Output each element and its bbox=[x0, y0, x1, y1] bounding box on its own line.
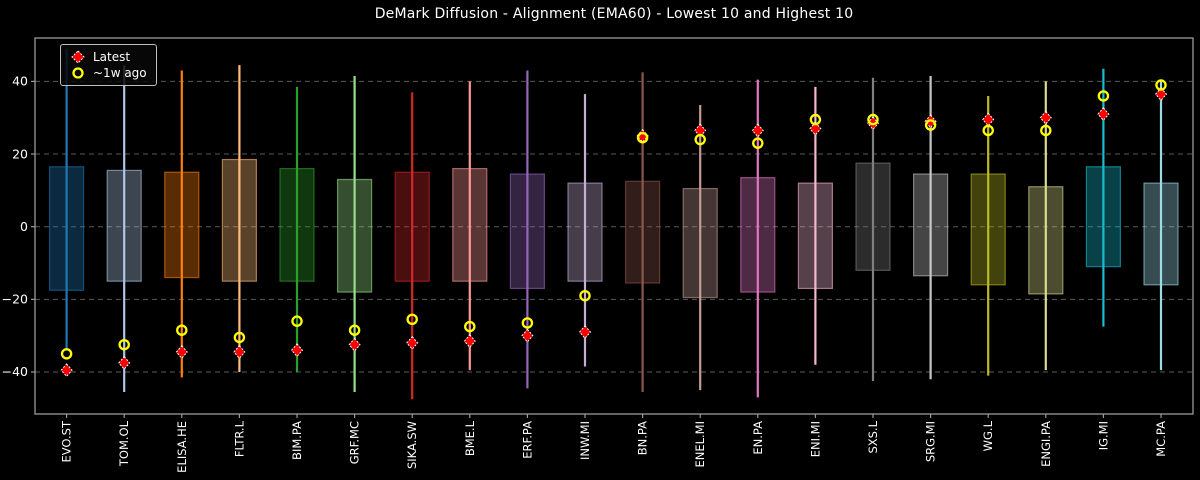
x-tick-label-BME.L: BME.L bbox=[463, 420, 477, 456]
y-tick-label--20: −20 bbox=[2, 292, 28, 307]
week-ago-marker-IG.MI bbox=[1097, 90, 1110, 102]
x-tick-label-BN.PA: BN.PA bbox=[636, 421, 650, 455]
week-ago-circle-icon bbox=[72, 67, 84, 79]
latest-marker-BIM.PA bbox=[290, 343, 304, 358]
axes-frame bbox=[34, 37, 1194, 415]
x-tick-label-INW.MI: INW.MI bbox=[578, 421, 592, 460]
latest-marker-EVO.ST bbox=[60, 363, 73, 378]
week-ago-marker-FLTR.L bbox=[233, 331, 246, 344]
week-ago-marker-BME.L bbox=[464, 320, 476, 333]
latest-marker-TOM.OL bbox=[118, 355, 131, 370]
week-ago-marker-SIKA.SW bbox=[406, 313, 418, 326]
week-ago-marker-TOM.OL bbox=[118, 338, 130, 351]
week-ago-marker-BN.PA bbox=[636, 131, 649, 144]
latest-marker-IG.MI bbox=[1097, 107, 1110, 122]
legend-item-latest: Latest bbox=[67, 49, 148, 65]
legend: Latest ~1w ago bbox=[60, 44, 157, 86]
legend-week-ago-label: ~1w ago bbox=[93, 66, 147, 80]
latest-marker-SIKA.SW bbox=[406, 335, 419, 350]
x-tick-label-EVO.ST: EVO.ST bbox=[60, 420, 74, 462]
latest-marker-FLTR.L bbox=[233, 345, 246, 359]
latest-marker-BME.L bbox=[463, 334, 476, 349]
week-ago-marker-ENGI.PA bbox=[1040, 124, 1052, 137]
x-tick-label-EN.PA: EN.PA bbox=[751, 421, 765, 455]
week-ago-marker-BIM.PA bbox=[291, 315, 303, 327]
week-ago-marker-EN.PA bbox=[752, 137, 764, 149]
latest-marker-GRF.MC bbox=[348, 337, 361, 352]
x-tick-label-ERF.PA: ERF.PA bbox=[520, 421, 534, 459]
latest-marker-WG.L bbox=[982, 112, 995, 127]
y-tick-label--40: −40 bbox=[2, 364, 28, 379]
latest-marker-INW.MI bbox=[578, 325, 592, 339]
legend-item-week-ago: ~1w ago bbox=[67, 65, 148, 81]
week-ago-marker-SRG.MI bbox=[924, 119, 937, 131]
chart-title: DeMark Diffusion - Alignment (EMA60) - L… bbox=[374, 6, 854, 22]
week-ago-marker-ENI.MI bbox=[809, 113, 822, 126]
latest-diamond-icon bbox=[71, 50, 85, 64]
week-ago-marker-ERF.PA bbox=[521, 317, 534, 329]
legend-latest-label: Latest bbox=[93, 50, 131, 64]
week-ago-marker-INW.MI bbox=[579, 289, 591, 302]
latest-marker-ERF.PA bbox=[521, 328, 534, 343]
y-tick-label-0: 0 bbox=[20, 219, 28, 234]
week-ago-marker-EVO.ST bbox=[60, 348, 73, 360]
week-ago-marker-SXS.L bbox=[867, 113, 879, 126]
week-ago-marker-WG.L bbox=[982, 124, 994, 137]
week-ago-marker-ENEL.MI bbox=[694, 133, 706, 146]
x-tick-label-SXS.L: SXS.L bbox=[866, 420, 880, 453]
x-tick-label-ELISA.HE: ELISA.HE bbox=[175, 421, 189, 473]
x-tick-label-GRF.MC: GRF.MC bbox=[348, 421, 362, 464]
week-ago-marker-ELISA.HE bbox=[176, 324, 188, 336]
x-tick-label-FLTR.L: FLTR.L bbox=[232, 420, 246, 457]
x-tick-label-MC.PA: MC.PA bbox=[1154, 421, 1168, 457]
latest-marker-ENEL.MI bbox=[694, 123, 707, 138]
week-ago-marker-MC.PA bbox=[1155, 79, 1167, 91]
latest-marker-ELISA.HE bbox=[175, 345, 188, 359]
latest-marker-EN.PA bbox=[751, 123, 764, 138]
x-tick-label-ENI.MI: ENI.MI bbox=[808, 421, 822, 457]
latest-marker-ENGI.PA bbox=[1039, 110, 1052, 125]
latest-marker-ENI.MI bbox=[809, 121, 822, 136]
x-tick-label-WG.L: WG.L bbox=[981, 420, 995, 451]
latest-marker-MC.PA bbox=[1154, 87, 1168, 102]
x-tick-label-SIKA.SW: SIKA.SW bbox=[405, 421, 419, 469]
y-tick-label-40: 40 bbox=[12, 74, 28, 89]
week-ago-marker-GRF.MC bbox=[348, 324, 361, 336]
x-tick-label-IG.MI: IG.MI bbox=[1096, 421, 1110, 450]
x-tick-label-ENEL.MI: ENEL.MI bbox=[693, 421, 707, 468]
x-tick-label-TOM.OL: TOM.OL bbox=[117, 420, 131, 467]
x-tick-label-BIM.PA: BIM.PA bbox=[290, 421, 304, 460]
x-tick-label-ENGI.PA: ENGI.PA bbox=[1039, 421, 1053, 467]
y-tick-label-20: 20 bbox=[12, 146, 28, 161]
x-tick-label-SRG.MI: SRG.MI bbox=[924, 421, 938, 462]
